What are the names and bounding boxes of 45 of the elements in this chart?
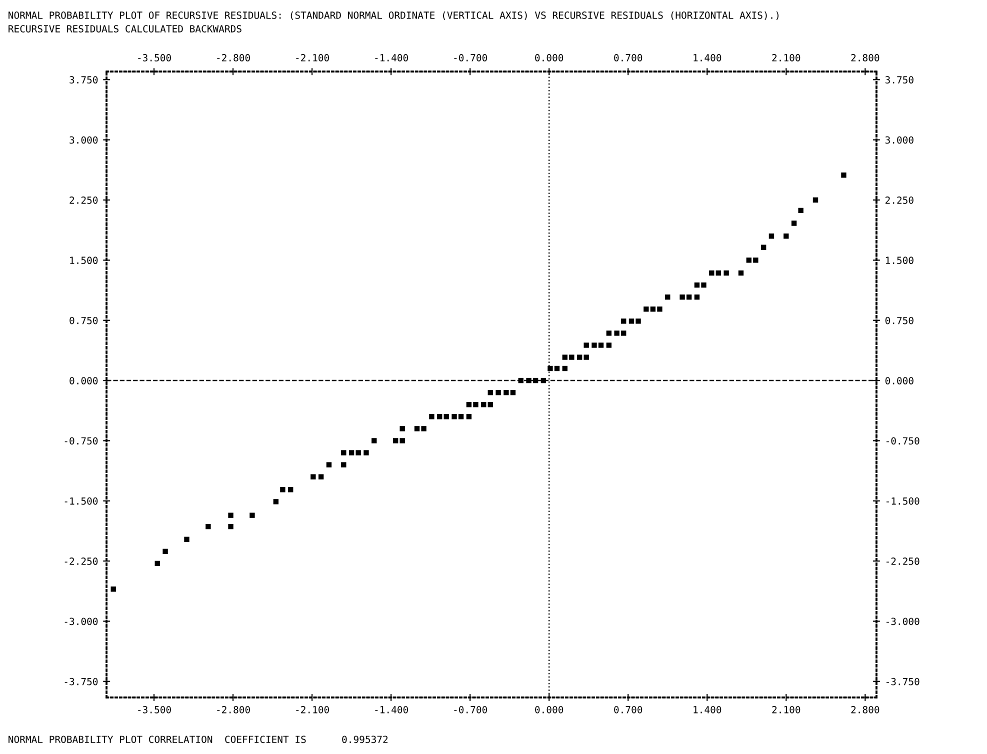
y-tick-label: -3.750 — [64, 678, 98, 686]
x-tick-label: -1.400 — [375, 706, 408, 714]
y-tick-label: -2.250 — [64, 558, 98, 565]
y2-tick-label: -3.750 — [886, 678, 920, 686]
x2-tick-label: 0.000 — [535, 54, 564, 62]
y2-tick-label: 2.250 — [886, 196, 914, 204]
y-tick-label: -0.750 — [64, 437, 98, 445]
y-tick-label: 2.250 — [70, 196, 98, 204]
x2-tick-label: -2.100 — [296, 54, 329, 62]
y-tick-label: -3.000 — [64, 618, 98, 626]
y-tick-label: 3.000 — [70, 136, 98, 144]
y2-tick-label: -3.000 — [886, 618, 920, 626]
x-tick-label: 0.000 — [535, 706, 564, 714]
x2-tick-label: 0.700 — [614, 54, 642, 62]
y2-tick-label: 3.750 — [885, 76, 914, 84]
y2-tick-label: -2.250 — [886, 558, 920, 565]
x-tick-label: 0.700 — [614, 706, 642, 714]
y2-tick-label: -0.750 — [886, 437, 920, 445]
y-tick-label: 0.750 — [70, 316, 98, 324]
y2-tick-label: 3.000 — [885, 136, 914, 144]
y-tick-label: 1.500 — [70, 256, 98, 264]
chart-title: NORMAL PROBABILITY PLOT OF RECURSIVE RESIDUALS: (STANDARD NORMAL ORDINATE (VERTICAL AXIS) VS RECURSIVE RESIDUALS (HORIZONTAL AXIS).) — [8, 11, 779, 20]
x-tick-label: 2.100 — [772, 706, 800, 714]
y2-tick-label: -1.500 — [886, 497, 920, 505]
y-tick-label: 3.750 — [70, 76, 98, 84]
x-tick-label: -2.800 — [217, 706, 250, 714]
y-tick-label: 0.000 — [70, 377, 98, 384]
y2-tick-label: 1.500 — [886, 256, 914, 264]
x2-tick-label: 2.800 — [851, 54, 880, 62]
x-tick-label: -0.700 — [454, 706, 488, 714]
y2-tick-label: 0.750 — [885, 316, 914, 324]
y2-tick-label: 0.000 — [885, 377, 914, 384]
x-tick-label: -3.500 — [138, 706, 171, 714]
x2-tick-label: -3.500 — [138, 54, 171, 62]
x-tick-label: 2.800 — [851, 706, 880, 714]
x2-tick-label: -2.800 — [217, 54, 250, 62]
x-tick-label: 1.400 — [694, 706, 722, 714]
x2-tick-label: 2.100 — [772, 54, 800, 62]
chart-subtitle: RECURSIVE RESIDUALS CALCULATED BACKWARDS — [8, 25, 242, 32]
x2-tick-label: -1.400 — [375, 54, 408, 62]
x2-tick-label: -0.700 — [454, 54, 488, 62]
text: NORMAL PROBABILITY PLOT CORRELATION COEFFICIENT IS 0.995372 — [8, 736, 388, 744]
x2-tick-label: 1.400 — [694, 54, 722, 62]
y-tick-label: -1.500 — [64, 497, 98, 505]
x-tick-label: -2.100 — [296, 706, 329, 714]
